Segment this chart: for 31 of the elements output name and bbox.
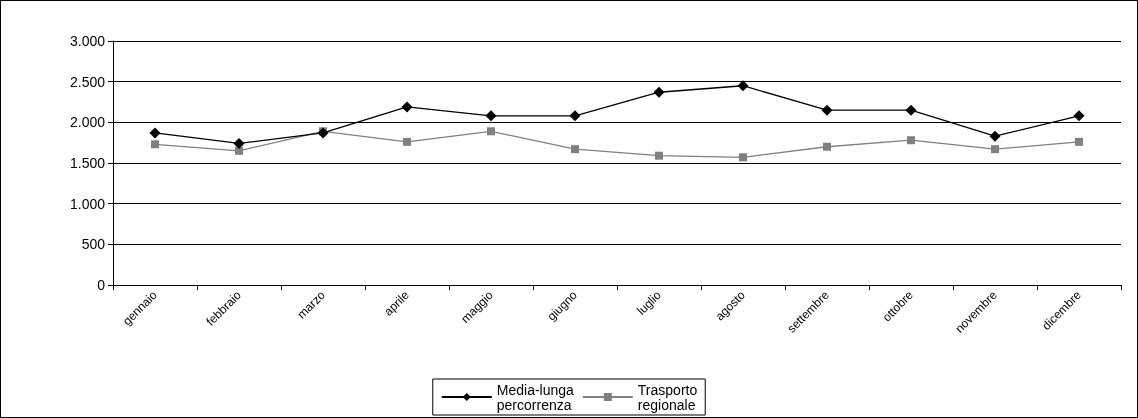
legend-label: Trasporto regionale: [637, 381, 698, 413]
legend-label: Media-lunga percorrenza: [496, 381, 575, 413]
point: [569, 110, 581, 122]
point: [739, 153, 747, 162]
point: [149, 127, 161, 139]
point: [653, 86, 665, 98]
point: [1073, 110, 1085, 122]
point: [401, 101, 413, 113]
point: [991, 145, 999, 154]
point: [487, 127, 495, 136]
point: [823, 142, 831, 151]
y-tick-label: 2.500: [69, 73, 106, 90]
y-tick-label: 2.000: [69, 114, 106, 131]
y-tick-label: 1.000: [69, 195, 106, 212]
point: [737, 80, 749, 92]
point: [571, 145, 579, 154]
y-tick-label: 3.000: [69, 33, 106, 49]
y-tick-label: 500: [81, 236, 106, 253]
y-tick-label: 1.500: [69, 155, 106, 171]
point: [403, 137, 411, 146]
point: [233, 137, 245, 149]
point: [1075, 137, 1083, 146]
point: [821, 104, 833, 116]
point: [907, 136, 915, 145]
point: [655, 151, 663, 160]
point: [151, 140, 159, 149]
point: [905, 104, 917, 116]
point: [485, 110, 497, 122]
point: [235, 146, 243, 155]
y-tick-label: 0: [97, 277, 106, 293]
point: [989, 130, 1001, 142]
